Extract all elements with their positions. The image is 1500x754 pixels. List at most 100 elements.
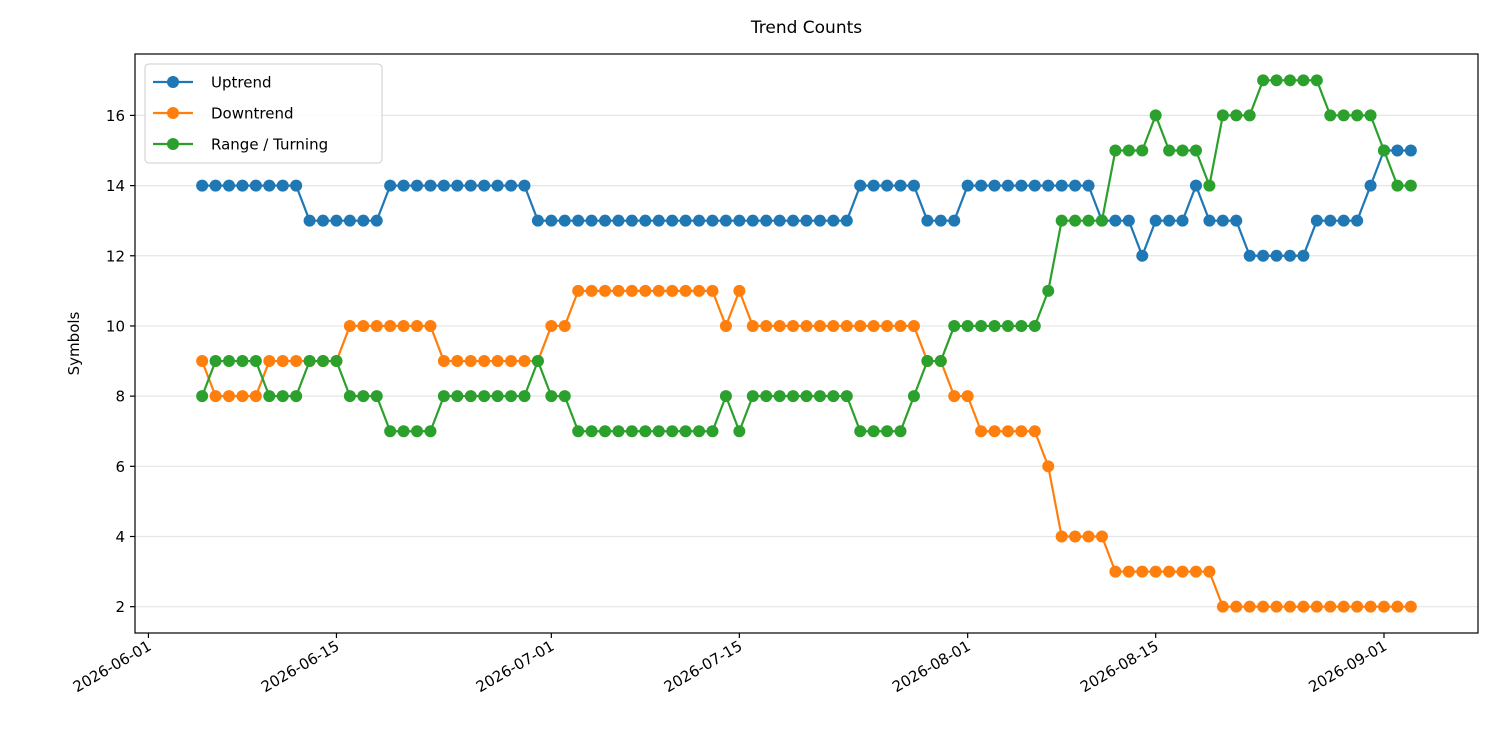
data-point [437, 390, 450, 403]
data-point [760, 319, 773, 332]
data-point [1270, 74, 1283, 87]
data-point [894, 425, 907, 438]
data-point [343, 390, 356, 403]
data-point [988, 319, 1001, 332]
data-point [1257, 249, 1270, 262]
data-point [249, 390, 262, 403]
data-point [1136, 144, 1149, 157]
data-point [437, 355, 450, 368]
data-point [1391, 179, 1404, 192]
data-point [1069, 214, 1082, 227]
data-point [1149, 565, 1162, 578]
data-point [840, 319, 853, 332]
y-tick-label: 16 [106, 107, 125, 125]
data-point [948, 390, 961, 403]
data-point [1189, 179, 1202, 192]
data-point [1270, 600, 1283, 613]
data-point [639, 214, 652, 227]
data-point [827, 319, 840, 332]
data-point [451, 355, 464, 368]
data-point [1042, 179, 1055, 192]
data-point [209, 355, 222, 368]
data-point [464, 179, 477, 192]
data-point [384, 425, 397, 438]
data-point [1095, 530, 1108, 543]
data-point [679, 214, 692, 227]
data-point [921, 355, 934, 368]
data-point [894, 179, 907, 192]
data-point [1324, 600, 1337, 613]
data-point [1176, 565, 1189, 578]
data-point [1028, 319, 1041, 332]
data-point [961, 390, 974, 403]
data-point [666, 425, 679, 438]
data-point [303, 355, 316, 368]
data-point [343, 214, 356, 227]
data-point [639, 425, 652, 438]
data-point [397, 425, 410, 438]
data-point [236, 179, 249, 192]
data-point [612, 284, 625, 297]
data-point [921, 214, 934, 227]
legend-label: Uptrend [211, 74, 271, 92]
data-point [196, 390, 209, 403]
data-point [1283, 249, 1296, 262]
data-point [1109, 214, 1122, 227]
data-point [693, 284, 706, 297]
data-point [263, 355, 276, 368]
x-tick-label: 2026-07-15 [661, 637, 746, 696]
data-point [478, 179, 491, 192]
data-point [531, 214, 544, 227]
data-point [249, 179, 262, 192]
data-point [719, 390, 732, 403]
data-point [773, 390, 786, 403]
data-point [1082, 179, 1095, 192]
data-point [1082, 530, 1095, 543]
data-point [854, 179, 867, 192]
data-point [934, 355, 947, 368]
data-point [773, 214, 786, 227]
data-point [424, 319, 437, 332]
data-point [693, 425, 706, 438]
data-point [679, 425, 692, 438]
data-point [787, 214, 800, 227]
data-point [437, 179, 450, 192]
data-point [1149, 109, 1162, 122]
data-point [464, 355, 477, 368]
data-point [223, 355, 236, 368]
y-tick-label: 12 [106, 247, 125, 265]
data-point [907, 390, 920, 403]
data-point [1203, 565, 1216, 578]
data-point [572, 425, 585, 438]
y-tick-label: 2 [115, 598, 125, 616]
data-point [343, 319, 356, 332]
data-point [813, 319, 826, 332]
data-point [599, 425, 612, 438]
data-point [572, 284, 585, 297]
data-point [988, 179, 1001, 192]
data-point [975, 319, 988, 332]
data-point [652, 284, 665, 297]
data-point [961, 179, 974, 192]
data-point [585, 214, 598, 227]
y-tick-label: 10 [106, 317, 125, 335]
data-point [518, 179, 531, 192]
data-point [1015, 425, 1028, 438]
data-point [840, 214, 853, 227]
data-point [800, 214, 813, 227]
data-point [625, 425, 638, 438]
data-point [1283, 74, 1296, 87]
data-point [1082, 214, 1095, 227]
data-point [813, 214, 826, 227]
data-point [733, 425, 746, 438]
y-tick-label: 6 [115, 458, 125, 476]
data-point [1270, 249, 1283, 262]
legend-marker [167, 138, 179, 150]
series-uptrend [196, 144, 1417, 262]
data-point [1122, 214, 1135, 227]
y-axis: 2 4 6 8 10 12 14 16 Symbols [65, 107, 135, 616]
data-point [558, 319, 571, 332]
data-point [1310, 600, 1323, 613]
data-point [196, 355, 209, 368]
